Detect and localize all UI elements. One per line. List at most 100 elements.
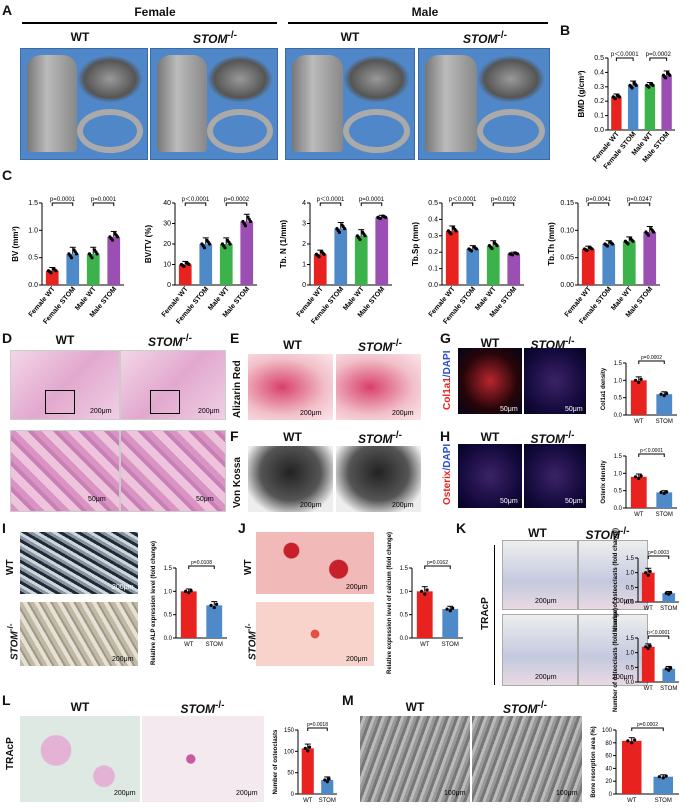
data-point bbox=[651, 230, 656, 234]
data-point bbox=[184, 261, 189, 265]
bar bbox=[630, 476, 647, 508]
y-tick-label: 0.15 bbox=[560, 200, 574, 207]
y-tick-label: 1.5 bbox=[626, 636, 635, 642]
x-tick-label: WT bbox=[634, 419, 644, 425]
data-point bbox=[664, 667, 668, 671]
microct-female-wt bbox=[20, 48, 148, 160]
h-wt: WT bbox=[480, 430, 500, 444]
data-point bbox=[454, 229, 458, 233]
panel-label-l: L bbox=[2, 692, 11, 708]
zoom-box-stom bbox=[150, 390, 180, 414]
x-tick-label: STOM bbox=[442, 642, 459, 648]
y-axis-label: Osterix density bbox=[601, 460, 607, 504]
y-tick-label: 1.0 bbox=[614, 471, 623, 477]
bar bbox=[622, 241, 636, 285]
p-value: p=0.0247 bbox=[627, 197, 653, 203]
data-point bbox=[209, 603, 213, 607]
l-wt: WT bbox=[70, 700, 90, 714]
chart-i: Relative ALP expression level (fold chan… bbox=[151, 541, 227, 665]
data-point bbox=[662, 74, 667, 79]
e-scale-2: 200μm bbox=[392, 410, 414, 417]
data-point bbox=[425, 588, 429, 592]
data-point bbox=[307, 745, 312, 749]
y-tick-label: 40 bbox=[605, 766, 612, 772]
osterix-label: Osterix/DAPI bbox=[442, 443, 453, 505]
y-tick-label: 0.5 bbox=[614, 396, 623, 402]
a-wt-male: WT bbox=[340, 30, 360, 44]
data-point bbox=[115, 235, 120, 239]
data-point bbox=[445, 607, 449, 611]
bar bbox=[581, 248, 595, 285]
data-point bbox=[489, 245, 493, 249]
bar bbox=[653, 776, 674, 794]
data-point bbox=[228, 242, 232, 246]
y-tick-label: 0.00 bbox=[560, 282, 574, 289]
y-tick-label: 1.5 bbox=[626, 556, 635, 562]
p-value: p=0.0002 bbox=[224, 197, 250, 203]
y-axis-label: Col1a1 density bbox=[601, 367, 607, 410]
bar bbox=[630, 380, 647, 415]
bar bbox=[602, 244, 616, 285]
bar bbox=[621, 740, 642, 794]
bar bbox=[656, 492, 673, 508]
data-point bbox=[92, 248, 97, 252]
y-tick-label: 50 bbox=[287, 771, 294, 777]
bar bbox=[416, 591, 433, 638]
data-point bbox=[615, 93, 620, 97]
data-point bbox=[664, 591, 668, 595]
he-wt-low bbox=[10, 350, 120, 420]
data-point bbox=[495, 244, 499, 248]
d-wt: WT bbox=[55, 333, 75, 347]
microct-female-stom bbox=[150, 48, 278, 160]
m-scale-2: 100μm bbox=[556, 790, 578, 797]
data-point bbox=[657, 775, 661, 779]
y-tick-label: 1.0 bbox=[626, 571, 635, 577]
y-tick-label: 0.1 bbox=[428, 266, 438, 273]
data-point bbox=[340, 223, 344, 227]
data-point bbox=[648, 644, 652, 648]
data-point bbox=[604, 243, 608, 247]
y-tick-label: 0.1 bbox=[594, 113, 604, 120]
data-point bbox=[584, 248, 588, 252]
bar bbox=[611, 96, 622, 130]
y-tick-label: 2 bbox=[302, 241, 306, 248]
l-trap-label: TRAcP bbox=[5, 737, 16, 770]
a-wt-female: WT bbox=[70, 30, 90, 44]
sem-stom bbox=[472, 716, 582, 802]
data-point bbox=[327, 777, 331, 781]
y-tick-label: 0.0 bbox=[614, 413, 623, 419]
data-point bbox=[662, 394, 666, 398]
bar bbox=[644, 85, 656, 130]
trap-stom-1 bbox=[578, 540, 648, 610]
y-axis-label: Number of osteoclasts (fold change) bbox=[613, 528, 619, 632]
y-tick-label: 0.5 bbox=[428, 200, 438, 207]
x-tick-label: WT bbox=[627, 798, 637, 804]
data-point bbox=[113, 232, 117, 236]
k-scale-4: 200μm bbox=[612, 674, 634, 681]
data-point bbox=[74, 252, 79, 256]
x-tick-label: WT bbox=[184, 642, 194, 648]
data-point bbox=[634, 83, 638, 87]
data-point bbox=[363, 234, 367, 238]
sem-wt bbox=[360, 716, 470, 802]
data-point bbox=[360, 230, 365, 234]
bar bbox=[334, 228, 348, 285]
x-tick-label: STOM bbox=[206, 642, 223, 648]
data-point bbox=[336, 228, 340, 233]
data-point bbox=[448, 230, 452, 234]
bar bbox=[507, 253, 521, 285]
data-point bbox=[468, 248, 472, 252]
data-point bbox=[661, 776, 665, 780]
y-tick-label: 20 bbox=[163, 241, 171, 248]
y-tick-label: 1.5 bbox=[614, 361, 623, 367]
data-point bbox=[319, 250, 324, 254]
l-scale-2: 200μm bbox=[236, 790, 258, 797]
significance-bracket bbox=[492, 202, 515, 206]
p-value: p=0.0041 bbox=[586, 197, 612, 203]
data-point bbox=[668, 73, 672, 77]
g-wt: WT bbox=[480, 336, 500, 350]
microct-male-wt bbox=[285, 48, 415, 160]
